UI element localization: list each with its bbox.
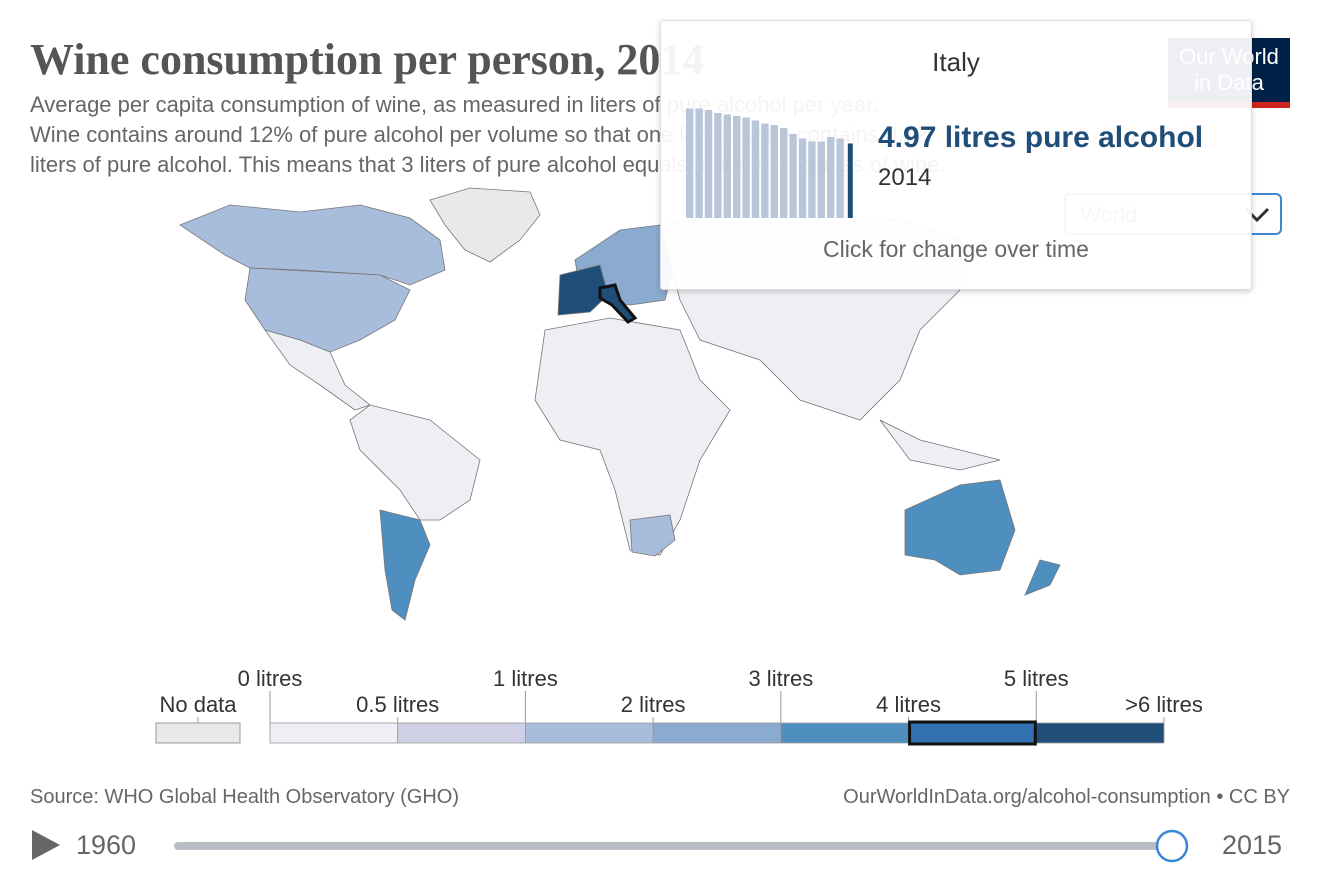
sparkline-bar xyxy=(817,141,825,218)
argentina-chile[interactable] xyxy=(379,509,431,621)
sparkline-bar xyxy=(761,123,769,218)
legend-bin xyxy=(525,722,654,744)
legend-bin xyxy=(269,722,399,744)
legend-label: 1 litres xyxy=(493,666,558,691)
tooltip: Italy 4.97 litres pure alcohol 2014 Clic… xyxy=(660,20,1252,290)
legend-bin xyxy=(908,722,1037,744)
sparkline-bar xyxy=(827,137,835,218)
slider-track[interactable] xyxy=(174,842,1172,850)
play-button[interactable] xyxy=(32,830,60,860)
slider-handle[interactable] xyxy=(1155,829,1189,863)
timeline xyxy=(32,829,1189,863)
timeline-end: 2015 xyxy=(1222,830,1283,860)
new-zealand[interactable] xyxy=(1024,559,1061,596)
legend-highlight xyxy=(908,720,1037,746)
sparkline-bar xyxy=(770,125,778,218)
greenland[interactable] xyxy=(429,187,541,263)
sparkline-bar xyxy=(733,116,741,218)
southeast-asia[interactable] xyxy=(879,419,1001,471)
tooltip-value: 4.97 litres pure alcohol xyxy=(878,121,1204,154)
legend-label: >6 litres xyxy=(1125,692,1203,717)
sparkline-bar xyxy=(847,143,853,218)
source: Source: WHO Global Health Observatory (G… xyxy=(30,786,460,808)
italy[interactable] xyxy=(598,283,638,324)
sparkline-bar xyxy=(742,117,750,218)
australia[interactable] xyxy=(904,479,1016,576)
sparkline-bar xyxy=(714,113,722,218)
france-spain-portugal[interactable] xyxy=(557,264,609,316)
sparkline-bar xyxy=(808,141,816,218)
tooltip-action[interactable]: Click for change over time xyxy=(823,236,1089,262)
no-data-swatch xyxy=(155,722,241,744)
legend-bin xyxy=(1035,722,1165,744)
legend-bin xyxy=(652,722,782,744)
source-url[interactable]: OurWorldInData.org/alcohol-consumption •… xyxy=(843,786,1290,808)
tooltip-country: Italy xyxy=(932,47,980,77)
legend-bin xyxy=(397,722,526,744)
sparkline-bar xyxy=(723,114,731,218)
sparkline-bar xyxy=(686,108,694,218)
legend-label: 4 litres xyxy=(876,692,941,717)
legend-label: 3 litres xyxy=(748,666,813,691)
sparkline-bar xyxy=(789,134,797,218)
sparkline-bar xyxy=(780,128,788,218)
timeline-start: 1960 xyxy=(76,830,137,860)
sparkline-bar xyxy=(836,138,844,218)
usa[interactable] xyxy=(244,267,411,353)
sparkline-bar xyxy=(751,120,760,218)
southern-africa[interactable] xyxy=(629,514,676,557)
no-data-label: No data xyxy=(159,692,237,717)
tooltip-year: 2014 xyxy=(878,164,932,191)
title: Wine consumption per person, 2014 xyxy=(30,35,705,84)
legend-bin xyxy=(780,722,909,744)
legend-label: 2 litres xyxy=(621,692,686,717)
sparkline-bar xyxy=(695,108,703,218)
sparkline-bar xyxy=(704,110,713,218)
sparkline-bar xyxy=(798,138,807,218)
legend-label: 5 litres xyxy=(1004,666,1069,691)
sparkline xyxy=(686,108,853,218)
legend-label: 0 litres xyxy=(238,666,303,691)
legend-label: 0.5 litres xyxy=(356,692,439,717)
south-america[interactable] xyxy=(349,404,481,521)
